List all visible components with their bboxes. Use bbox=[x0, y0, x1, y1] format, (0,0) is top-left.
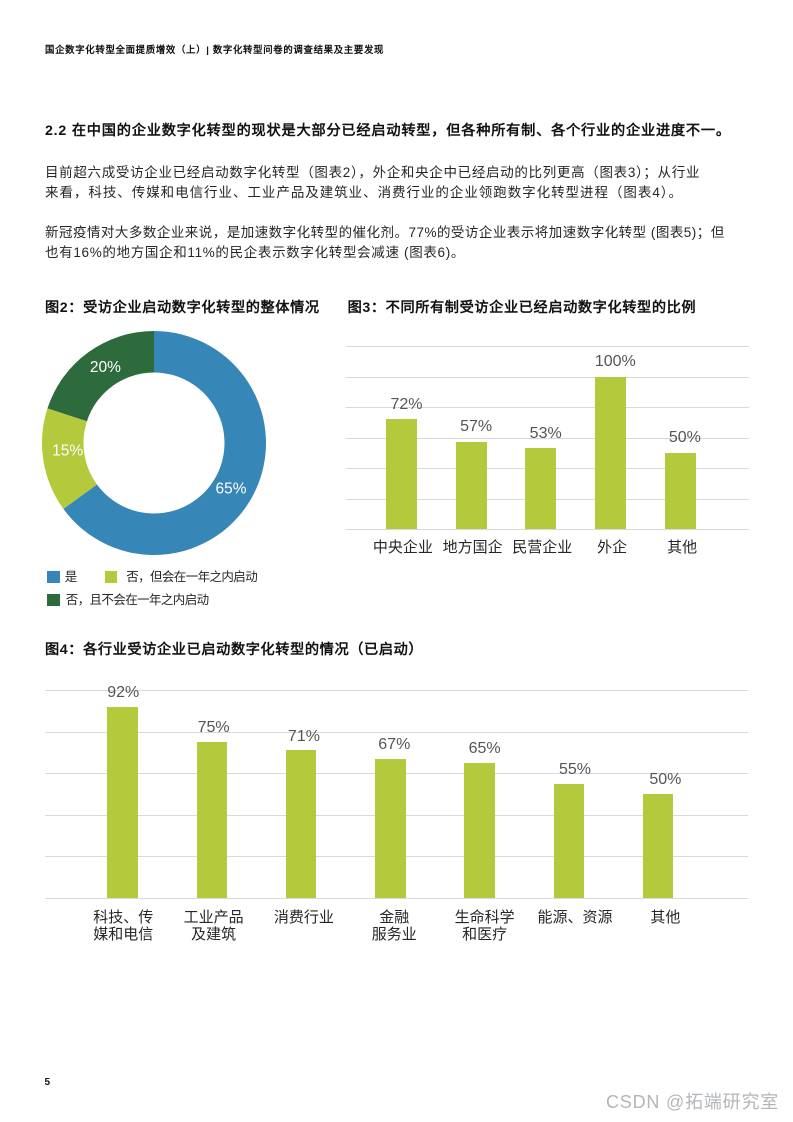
svg-text:15%: 15% bbox=[52, 443, 83, 460]
svg-text:65%: 65% bbox=[215, 481, 246, 498]
svg-text:20%: 20% bbox=[90, 359, 121, 376]
